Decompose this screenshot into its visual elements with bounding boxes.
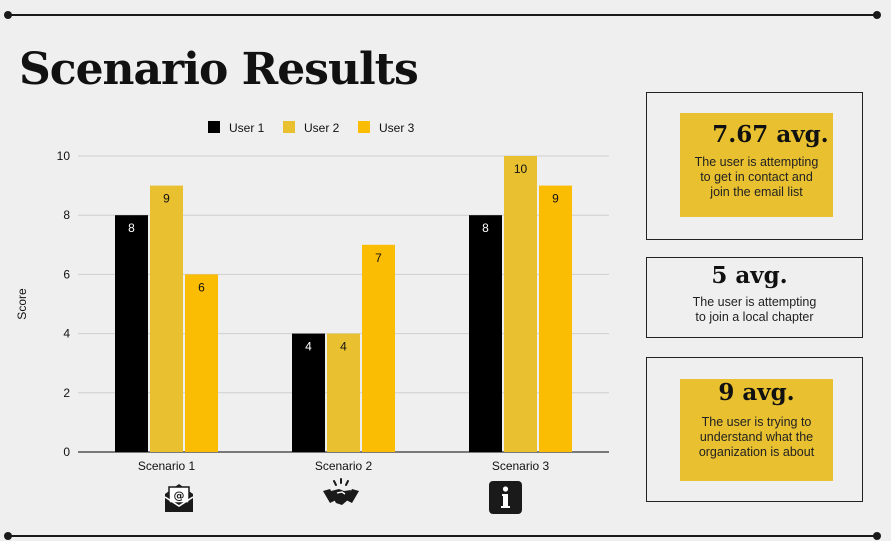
legend-label: User 3 [379, 121, 415, 135]
bar-chart: 0 2 4 6 8 10 Score 8 9 6 Scenario 1 4 4 7 Scenario 2 8 1… [15, 121, 609, 473]
card-value: 5 avg. [711, 262, 788, 289]
x-tick-label: Scenario 1 [138, 459, 196, 473]
card-text-line: The user is trying to [701, 415, 812, 429]
legend-swatch [208, 121, 220, 133]
bar-data-label: 4 [340, 340, 347, 354]
y-tick-label: 6 [63, 267, 70, 281]
bar [327, 333, 360, 452]
page-title: Scenario Results [19, 44, 419, 95]
rule-dot [4, 11, 12, 19]
rule-dot [873, 11, 881, 19]
bar-data-label: 8 [128, 221, 135, 235]
y-tick-label: 0 [63, 445, 70, 459]
bar-data-label: 9 [552, 192, 559, 206]
card-text-line: organization is about [698, 445, 815, 459]
y-tick-label: 8 [63, 208, 70, 222]
handshake-icon [323, 478, 359, 505]
legend-swatch [358, 121, 370, 133]
svg-text:@: @ [174, 489, 185, 502]
bar [504, 156, 537, 452]
summary-card-2: 5 avg. The user is attempting to join a … [646, 257, 863, 338]
card-text-line: The user is attempting [694, 155, 819, 169]
card-value: 7.67 avg. [712, 121, 829, 148]
y-tick-label: 10 [57, 149, 71, 163]
x-tick-label: Scenario 3 [492, 459, 550, 473]
x-tick-label: Scenario 2 [315, 459, 373, 473]
card-highlight: 9 avg. The user is trying to understand … [680, 379, 833, 481]
bar [469, 215, 502, 452]
card-text-line: to join a local chapter [695, 310, 814, 324]
info-icon [489, 481, 522, 514]
legend-label: User 1 [229, 121, 265, 135]
card-text-line: to get in contact and [700, 170, 813, 184]
summary-card-3: 9 avg. The user is trying to understand … [646, 357, 863, 502]
legend-label: User 2 [304, 121, 340, 135]
bar [115, 215, 148, 452]
summary-card-1: 7.67 avg. The user is attempting to get … [646, 92, 863, 240]
email-envelope-icon: @ [164, 484, 194, 512]
card-text-line: understand what the [699, 430, 814, 444]
y-tick-label: 4 [63, 327, 70, 341]
bar-data-label: 6 [198, 280, 205, 294]
card-highlight: 7.67 avg. The user is attempting to get … [680, 113, 833, 217]
rule-dot [4, 532, 12, 540]
card-text-line: join the email list [710, 185, 803, 199]
bar [362, 244, 395, 452]
bottom-rule [4, 532, 881, 540]
card-description: The user is trying to understand what th… [680, 415, 833, 460]
rule-dot [873, 532, 881, 540]
card-description: The user is attempting to get in contact… [680, 155, 833, 200]
bar-data-label: 10 [514, 162, 528, 176]
bar-data-label: 4 [305, 340, 312, 354]
bar-data-label: 7 [375, 251, 382, 265]
card-description: The user is attempting to join a local c… [647, 295, 862, 325]
bar-data-label: 8 [482, 221, 489, 235]
bar-data-label: 9 [163, 192, 170, 206]
card-body: 5 avg. The user is attempting to join a … [647, 262, 862, 325]
legend-swatch [283, 121, 295, 133]
y-tick-label: 2 [63, 386, 70, 400]
y-axis-label: Score [15, 288, 29, 320]
bar [150, 185, 183, 452]
card-text-line: The user is attempting [692, 295, 817, 309]
top-rule [4, 11, 881, 19]
bar [292, 333, 325, 452]
bar [185, 274, 218, 452]
bar [539, 185, 572, 452]
card-value: 9 avg. [718, 379, 795, 406]
